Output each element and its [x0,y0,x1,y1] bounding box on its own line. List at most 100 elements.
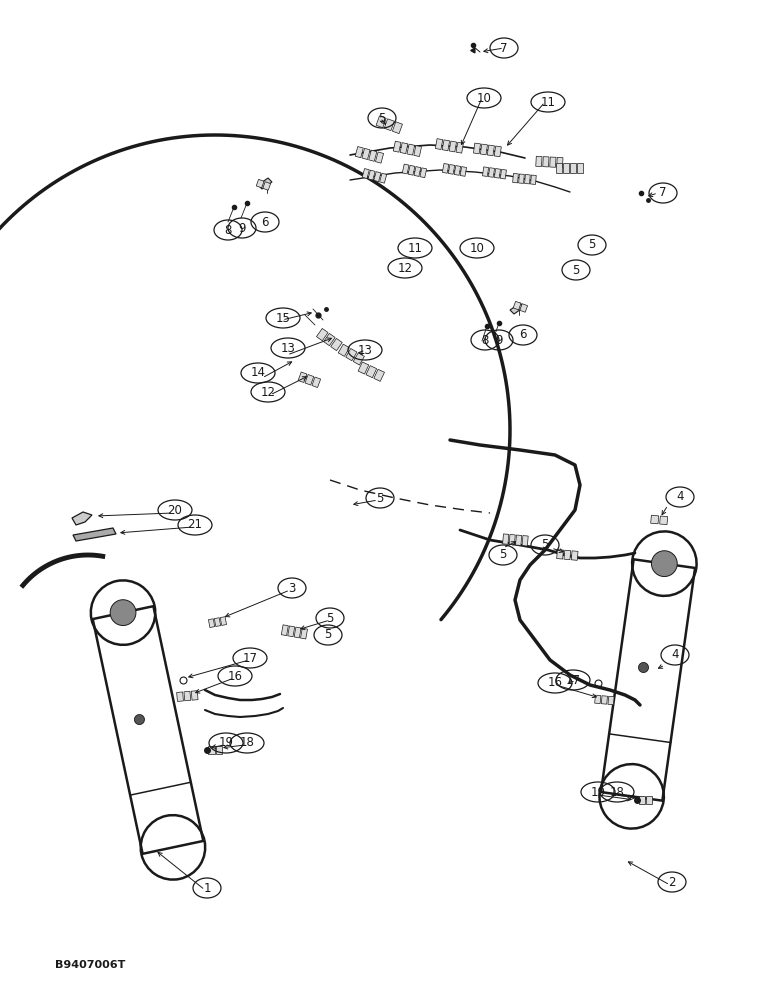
Bar [362,169,369,179]
Bar [659,516,668,525]
Bar [557,550,564,559]
Text: 17: 17 [566,674,581,686]
Bar [208,619,215,628]
Bar [570,163,576,173]
Polygon shape [72,512,92,525]
Bar [543,157,549,167]
Bar [215,618,221,626]
Bar [601,559,695,801]
Bar [317,328,328,341]
Bar [338,344,350,356]
Polygon shape [73,528,116,541]
Bar [256,179,264,188]
Bar [402,164,409,174]
Bar [516,535,522,545]
Text: 5: 5 [541,538,549,552]
Text: 5: 5 [376,491,384,504]
Text: 2: 2 [669,876,676,888]
Bar [550,157,556,167]
Text: 16: 16 [547,676,563,690]
Bar [460,167,466,176]
Bar [354,353,364,365]
Bar [384,119,394,131]
Text: 7: 7 [659,186,667,200]
Text: 12: 12 [260,385,276,398]
Text: 19: 19 [218,736,233,750]
Bar [375,152,384,163]
Bar [323,333,335,346]
Bar [184,691,191,701]
Circle shape [652,551,677,577]
Text: 8: 8 [225,224,232,236]
Text: 14: 14 [250,366,266,379]
Text: 5: 5 [327,611,334,624]
Text: 6: 6 [261,216,269,229]
Bar [520,304,527,312]
Text: 3: 3 [288,582,296,594]
Polygon shape [510,303,524,314]
Bar [601,696,608,704]
Text: 7: 7 [500,41,508,54]
Bar [449,141,456,152]
Text: 11: 11 [408,241,422,254]
Bar [216,746,222,754]
Bar [494,146,501,157]
Text: 16: 16 [228,670,242,682]
Bar [300,628,307,639]
Bar [494,169,500,178]
Bar [480,144,487,155]
Bar [525,175,530,184]
Bar [639,796,645,804]
Text: 21: 21 [188,518,202,532]
Text: 9: 9 [239,222,245,234]
Bar [368,170,375,180]
Bar [414,167,421,176]
Bar [435,139,442,149]
Bar [358,362,369,374]
Bar [330,338,342,351]
Text: 12: 12 [398,261,412,274]
Bar [376,116,386,128]
Text: 17: 17 [242,652,258,664]
Bar [564,550,571,560]
Bar [571,551,578,560]
Bar [513,173,518,183]
Bar [355,147,364,158]
Bar [456,142,463,153]
Bar [442,163,449,173]
Bar [454,166,461,175]
Text: 6: 6 [520,328,527,342]
Bar [646,796,652,804]
Circle shape [110,600,136,626]
Bar [536,156,542,167]
Bar [369,150,377,161]
Text: 1: 1 [203,882,211,894]
Bar [288,626,295,637]
Bar [519,174,524,183]
Bar [305,375,313,385]
Bar [482,167,489,176]
Text: 18: 18 [239,736,255,750]
Bar [509,534,515,545]
Bar [392,122,402,134]
Bar [594,695,601,704]
Text: 4: 4 [671,648,679,662]
Bar [294,627,301,638]
Bar [374,172,381,182]
Text: 8: 8 [481,334,489,347]
Bar [563,163,569,173]
Bar [530,175,537,184]
Bar [93,606,203,854]
Bar [177,692,184,701]
Bar [414,146,422,157]
Bar [522,536,528,546]
Text: 10: 10 [476,92,492,104]
Bar [380,173,387,183]
Bar [608,696,614,705]
Bar [191,691,198,700]
Text: B9407006T: B9407006T [55,960,125,970]
Bar [346,349,357,361]
Text: 9: 9 [496,334,503,347]
Bar [487,145,494,156]
Bar [220,617,226,625]
